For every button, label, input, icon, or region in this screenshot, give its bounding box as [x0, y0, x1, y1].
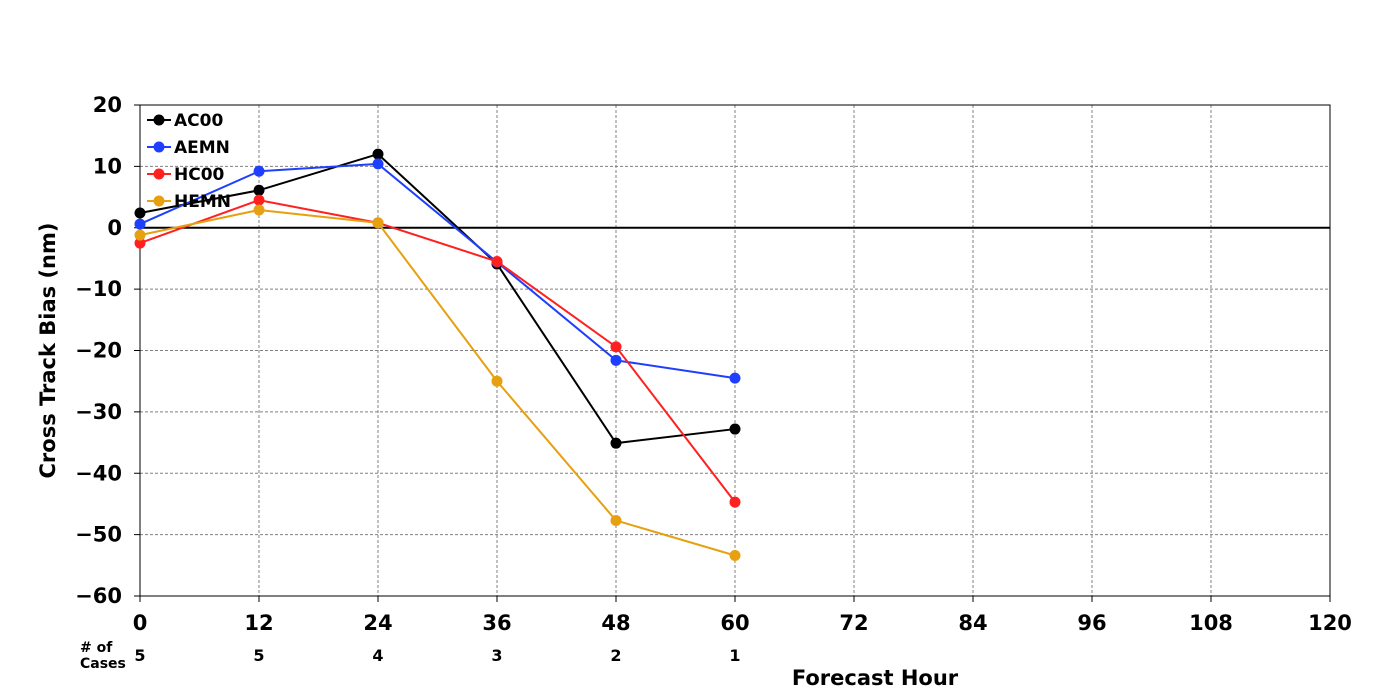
data-point-hc00	[134, 237, 146, 249]
y-tick-label: −20	[75, 339, 122, 363]
x-tick-label: 48	[601, 611, 630, 635]
y-tick-label: −50	[75, 523, 122, 547]
data-point-aemn	[134, 218, 146, 230]
y-tick-label: −10	[75, 277, 122, 301]
x-tick-label: 60	[720, 611, 749, 635]
cases-count: 5	[134, 646, 145, 665]
x-tick-label: 84	[958, 611, 987, 635]
legend-marker-ac00	[153, 114, 165, 126]
legend-marker-aemn	[153, 141, 165, 153]
data-point-aemn	[253, 165, 265, 177]
legend-marker-hemn	[153, 195, 165, 207]
data-point-hemn	[253, 204, 265, 216]
legend-marker-hc00	[153, 168, 165, 180]
data-point-ac00	[610, 437, 622, 449]
data-point-hemn	[610, 515, 622, 527]
data-point-aemn	[372, 158, 384, 170]
cases-count: 4	[372, 646, 383, 665]
data-point-hc00	[729, 496, 741, 508]
cases-count: 3	[491, 646, 502, 665]
cases-row: # of Cases 5 5 4 3 2 1	[80, 640, 741, 672]
x-axis-title: Forecast Hour	[792, 666, 959, 690]
y-tick-label: −60	[75, 584, 122, 608]
series-line-aemn	[139, 162, 736, 380]
x-tick-label: 0	[133, 611, 148, 635]
x-tick-label: 12	[244, 611, 273, 635]
x-tick-label: 36	[482, 611, 511, 635]
legend-label-hc00: HC00	[174, 165, 225, 185]
y-axis-title: Cross Track Bias (nm)	[36, 223, 60, 479]
cases-count: 5	[253, 646, 264, 665]
data-point-hc00	[610, 341, 622, 353]
data-point-ac00	[253, 184, 265, 196]
data-point-ac00	[729, 423, 741, 435]
x-tick-label: 108	[1189, 611, 1233, 635]
legend-label-aemn: AEMN	[174, 138, 230, 158]
data-point-hemn	[491, 375, 503, 387]
cases-count: 1	[729, 646, 740, 665]
legend-label-hemn: HEMN	[174, 192, 231, 212]
y-tick-label: 10	[93, 154, 122, 178]
x-tick-label: 24	[363, 611, 392, 635]
x-tick-label: 72	[839, 611, 868, 635]
x-tick-label: 120	[1308, 611, 1352, 635]
cases-label-line1: # of	[80, 640, 113, 656]
y-tick-label: −40	[75, 461, 122, 485]
x-tick-label: 96	[1077, 611, 1106, 635]
data-point-hemn	[729, 549, 741, 561]
cases-count: 2	[610, 646, 621, 665]
data-point-ac00	[372, 148, 384, 160]
series-line-hemn	[139, 208, 736, 557]
data-point-ac00	[134, 207, 146, 219]
y-axis: 20 10 0 −10 −20 −30 −40 −50 −60	[75, 93, 140, 608]
data-point-hc00	[253, 194, 265, 206]
legend-label-ac00: AC00	[174, 111, 223, 131]
grid	[140, 105, 1330, 596]
data-point-hemn	[134, 229, 146, 241]
y-tick-label: −30	[75, 400, 122, 424]
y-tick-label: 0	[107, 216, 122, 240]
data-point-aemn	[610, 354, 622, 366]
x-axis: 0 12 24 36 48 60 72 84 96 108 120	[133, 596, 1352, 635]
series-line-ac00	[139, 152, 736, 445]
data-point-aemn	[729, 372, 741, 384]
legend: AC00 AEMN HC00 HEMN	[147, 111, 231, 212]
series-line-hc00	[139, 199, 736, 503]
cases-label-line2: Cases	[80, 656, 126, 672]
series	[134, 148, 741, 561]
data-point-hemn	[372, 217, 384, 229]
data-point-hc00	[491, 256, 503, 268]
y-tick-label: 20	[93, 93, 122, 117]
